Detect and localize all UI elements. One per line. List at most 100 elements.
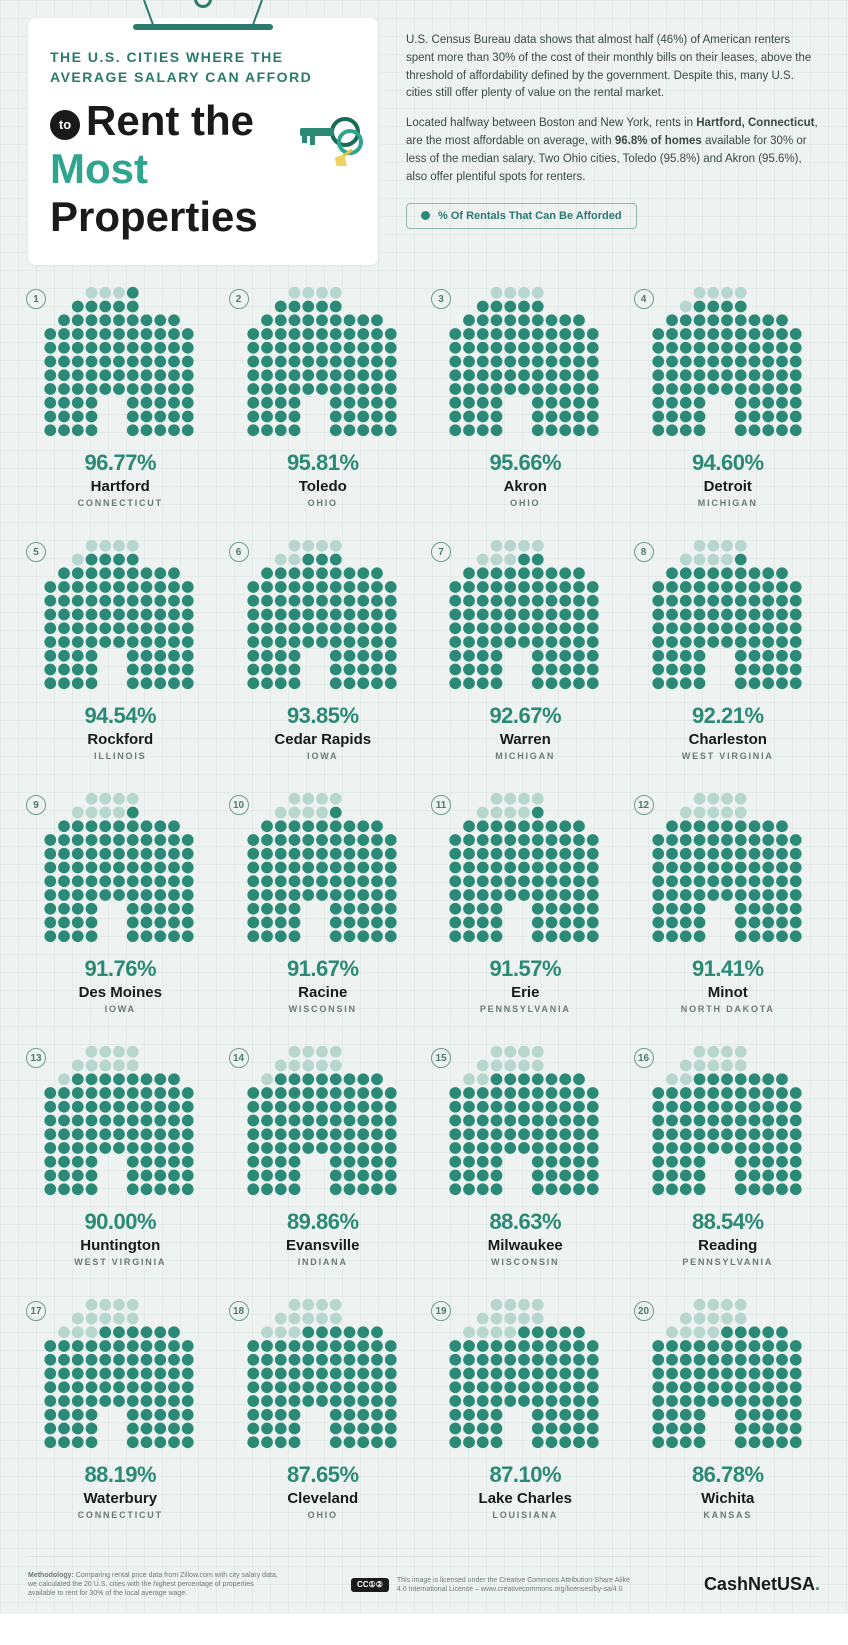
rank-badge: 14 [229,1048,249,1068]
title-properties: Properties [50,193,258,240]
city-name: Akron [433,478,618,495]
city-name: Des Moines [28,984,213,1001]
state-name: CONNECTICUT [28,1510,213,1520]
house-pictogram [440,791,610,946]
house-pictogram [643,285,813,440]
state-name: NORTH DAKOTA [636,1004,821,1014]
city-name: Racine [231,984,416,1001]
city-name: Detroit [636,478,821,495]
keys-icon [290,114,370,166]
state-name: OHIO [231,1510,416,1520]
title-card: THE U.S. CITIES WHERE THE AVERAGE SALARY… [28,18,378,265]
city-card: 17 88.19% Waterbury CONNECTICUT [28,1297,213,1520]
city-name: Reading [636,1237,821,1254]
house-pictogram [35,1297,205,1452]
city-stats: 92.67% Warren MICHIGAN [433,703,618,761]
percentage-value: 96.77% [28,450,213,476]
percentage-value: 89.86% [231,1209,416,1235]
percentage-value: 88.19% [28,1462,213,1488]
city-stats: 93.85% Cedar Rapids IOWA [231,703,416,761]
eyebrow-line-2: AVERAGE SALARY CAN AFFORD [50,68,356,88]
state-name: OHIO [231,498,416,508]
city-stats: 96.77% Hartford CONNECTICUT [28,450,213,508]
city-stats: 95.66% Akron OHIO [433,450,618,508]
footer-row: Methodology: Comparing rental price data… [28,1556,820,1604]
percentage-value: 86.78% [636,1462,821,1488]
house-pictogram [440,538,610,693]
city-card: 4 94.60% Detroit MICHIGAN [636,285,821,508]
city-card: 7 92.67% Warren MICHIGAN [433,538,618,761]
cc-badge-icon: CC①② [351,1578,389,1592]
city-card: 19 87.10% Lake Charles LOUISIANA [433,1297,618,1520]
house-pictogram [238,538,408,693]
house-wrap [433,1297,618,1452]
percentage-value: 87.10% [433,1462,618,1488]
house-wrap [28,1044,213,1199]
house-pictogram [238,285,408,440]
city-stats: 88.19% Waterbury CONNECTICUT [28,1462,213,1520]
hanger-icon [133,0,273,40]
city-card: 2 95.81% Toledo OHIO [231,285,416,508]
legend-dot-icon [421,211,430,220]
house-wrap [433,285,618,440]
percentage-value: 91.67% [231,956,416,982]
house-wrap [28,1297,213,1452]
house-pictogram [238,1044,408,1199]
rank-badge: 2 [229,289,249,309]
house-wrap [231,285,416,440]
rank-badge: 12 [634,795,654,815]
brand-logo: CashNetUSA. [704,1574,820,1595]
city-name: Warren [433,731,618,748]
house-wrap [28,538,213,693]
house-wrap [636,1297,821,1452]
city-stats: 92.21% Charleston WEST VIRGINIA [636,703,821,761]
state-name: WISCONSIN [433,1257,618,1267]
state-name: ILLINOIS [28,751,213,761]
city-card: 5 94.54% Rockford ILLINOIS [28,538,213,761]
city-card: 6 93.85% Cedar Rapids IOWA [231,538,416,761]
percentage-value: 88.54% [636,1209,821,1235]
to-badge: to [50,110,80,140]
city-stats: 87.65% Cleveland OHIO [231,1462,416,1520]
house-pictogram [238,791,408,946]
house-wrap [433,791,618,946]
city-stats: 95.81% Toledo OHIO [231,450,416,508]
percentage-value: 95.66% [433,450,618,476]
state-name: OHIO [433,498,618,508]
percentage-value: 92.67% [433,703,618,729]
house-pictogram [35,791,205,946]
city-stats: 90.00% Huntington WEST VIRGINIA [28,1209,213,1267]
house-wrap [28,791,213,946]
infographic-page: THE U.S. CITIES WHERE THE AVERAGE SALARY… [0,0,848,1614]
house-pictogram [35,538,205,693]
city-card: 13 90.00% Huntington WEST VIRGINIA [28,1044,213,1267]
city-stats: 91.41% Minot NORTH DAKOTA [636,956,821,1014]
house-pictogram [35,1044,205,1199]
city-card: 20 86.78% Wichita KANSAS [636,1297,821,1520]
state-name: MICHIGAN [433,751,618,761]
state-name: IOWA [28,1004,213,1014]
house-wrap [231,1297,416,1452]
house-wrap [433,538,618,693]
header-row: THE U.S. CITIES WHERE THE AVERAGE SALARY… [28,18,820,265]
city-stats: 88.54% Reading PENNSYLVANIA [636,1209,821,1267]
state-name: WEST VIRGINIA [28,1257,213,1267]
percentage-value: 88.63% [433,1209,618,1235]
percentage-value: 93.85% [231,703,416,729]
rank-badge: 20 [634,1301,654,1321]
state-name: INDIANA [231,1257,416,1267]
percentage-value: 94.54% [28,703,213,729]
state-name: PENNSYLVANIA [636,1257,821,1267]
city-card: 10 91.67% Racine WISCONSIN [231,791,416,1014]
rank-badge: 8 [634,542,654,562]
percentage-value: 91.57% [433,956,618,982]
city-name: Milwaukee [433,1237,618,1254]
percentage-value: 87.65% [231,1462,416,1488]
house-pictogram [440,1044,610,1199]
city-name: Waterbury [28,1490,213,1507]
city-card: 15 88.63% Milwaukee WISCONSIN [433,1044,618,1267]
intro-text-block: U.S. Census Bureau data shows that almos… [406,18,820,265]
house-pictogram [440,285,610,440]
house-wrap [433,1044,618,1199]
state-name: WEST VIRGINIA [636,751,821,761]
